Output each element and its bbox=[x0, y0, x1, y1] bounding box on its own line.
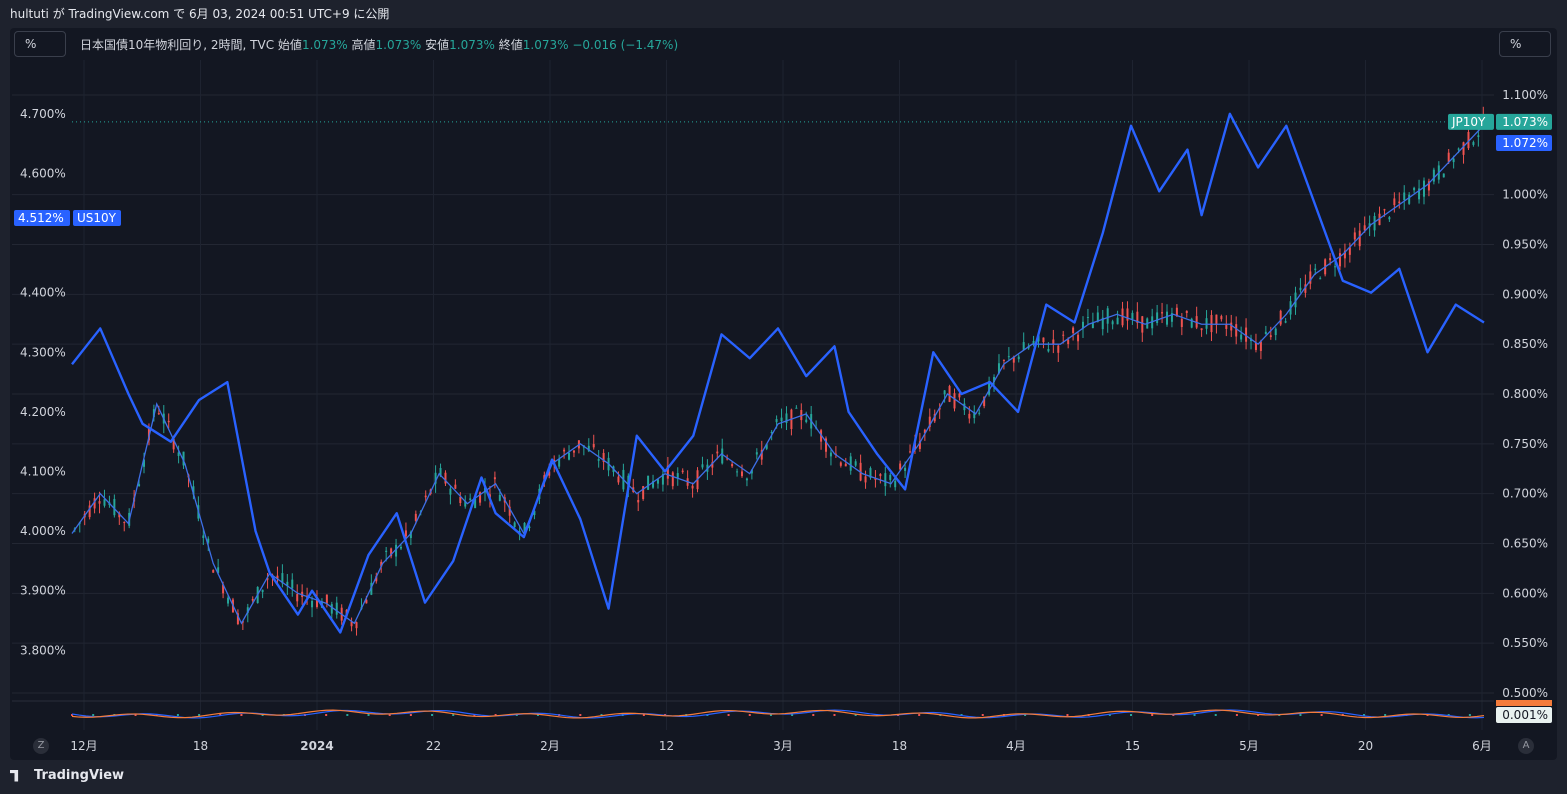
publish-header: hultuti が TradingView.com で 6月 03, 2024 … bbox=[10, 7, 390, 21]
tradingview-brand: TradingView bbox=[10, 768, 124, 783]
symbol-legend: 日本国債10年物利回り, 2時間, TVC 始値1.073% 高値1.073% … bbox=[80, 36, 678, 53]
legend-high-label: 高値 bbox=[351, 38, 376, 52]
legend-close-label: 終値 bbox=[498, 38, 523, 52]
z-button[interactable]: Z bbox=[33, 738, 49, 754]
tradingview-logo-icon bbox=[10, 769, 19, 782]
legend-open-label: 始値 bbox=[277, 38, 302, 52]
legend-open: 1.073% bbox=[301, 38, 348, 52]
legend-symbol: 日本国債10年物利回り, 2時間, TVC bbox=[80, 38, 275, 52]
legend-change: −0.016 (−1.47%) bbox=[572, 38, 679, 52]
chart-frame bbox=[10, 28, 1557, 760]
legend-low-label: 安値 bbox=[425, 38, 450, 52]
left-scale-percent-button[interactable]: % bbox=[14, 31, 66, 57]
right-scale-percent-button[interactable]: % bbox=[1499, 31, 1551, 57]
legend-high: 1.073% bbox=[375, 38, 422, 52]
brand-label: TradingView bbox=[34, 768, 125, 783]
legend-low: 1.073% bbox=[449, 38, 495, 52]
a-button[interactable]: A bbox=[1518, 738, 1534, 754]
legend-close: 1.073% bbox=[522, 38, 569, 52]
